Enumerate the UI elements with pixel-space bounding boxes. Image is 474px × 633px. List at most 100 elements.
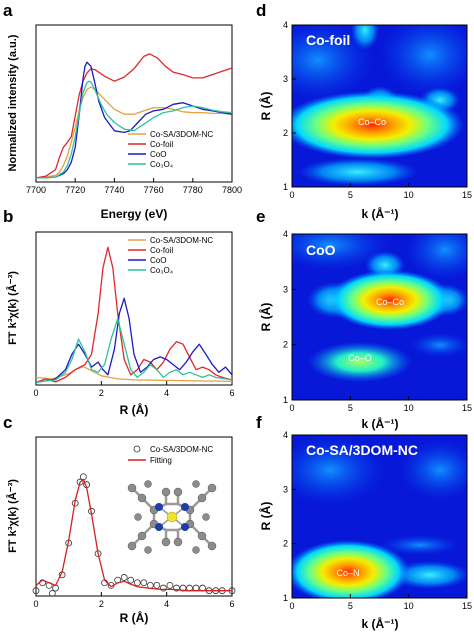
series-line-a-1 — [35, 53, 233, 179]
heatmap-f — [292, 435, 467, 598]
data-point — [76, 478, 84, 486]
peak-label-d-co-co: Co–Co — [358, 117, 386, 127]
x-tick-label-d: 5 — [348, 190, 353, 200]
y-tick-label-f: 3 — [283, 484, 288, 494]
heatmap-d — [292, 25, 467, 187]
x-tick-label-a: 7800 — [222, 185, 242, 195]
data-point — [173, 584, 180, 592]
data-point — [120, 574, 128, 581]
heatmap-e — [292, 234, 467, 400]
x-tick-label-f: 10 — [404, 601, 414, 611]
y-tick-label-e: 2 — [283, 340, 288, 350]
data-point — [153, 582, 161, 589]
x-tick-label-d: 0 — [289, 190, 294, 200]
y-tick-label-d: 3 — [283, 74, 288, 84]
x-tick-label-c: 0 — [33, 599, 38, 609]
x-tick-label-e: 10 — [404, 403, 414, 413]
legend-label-a-0: Co-SA/3DOM-NC — [150, 130, 213, 139]
legend-label-b-2: CoO — [150, 256, 166, 265]
panel-letter-e: e — [256, 207, 265, 226]
xlabel-d: k (Å⁻¹) — [362, 206, 399, 221]
ylabel-a: Normalized intensity (a.u.) — [7, 34, 19, 171]
series-line-b-3 — [35, 318, 233, 384]
x-tick-label-f: 5 — [348, 601, 353, 611]
data-point — [127, 576, 135, 584]
x-tick-label-d: 15 — [462, 190, 472, 200]
x-tick-label-c: 6 — [229, 599, 234, 609]
peak-label-e-co-o: Co–O — [348, 353, 372, 363]
legend-label-b-1: Co-foil — [150, 246, 173, 255]
heatmap-frame-d — [291, 24, 468, 188]
series-line-a-2 — [36, 61, 233, 179]
data-point — [166, 582, 174, 589]
x-tick-label-c: 4 — [164, 599, 169, 609]
panel-letter-a: a — [3, 1, 13, 20]
data-point — [48, 589, 56, 597]
map-title-d: Co-foil — [306, 32, 350, 48]
ylabel-f: R (Å) — [258, 502, 273, 531]
panel-letter-f: f — [256, 413, 262, 432]
series-line-b-1 — [35, 246, 233, 384]
y-tick-label-d: 2 — [283, 128, 288, 138]
plot-area-c — [35, 436, 233, 597]
y-tick-label-e: 1 — [283, 395, 288, 405]
x-tick-label-b: 2 — [99, 388, 104, 398]
x-tick-label-a: 7700 — [26, 185, 46, 195]
x-tick-label-d: 10 — [404, 190, 414, 200]
legend-label-c-0: Co-SA/3DOM-NC — [150, 445, 213, 454]
x-tick-label-f: 0 — [289, 601, 294, 611]
data-point — [159, 584, 167, 592]
series-line-a-3 — [36, 80, 233, 179]
legend-label-c-1: Fitting — [150, 456, 172, 465]
map-title-f: Co-SA/3DOM-NC — [306, 442, 418, 458]
data-point — [140, 579, 148, 587]
xlabel-a: Energy (eV) — [101, 207, 168, 221]
xlabel-c: R (Å) — [120, 610, 149, 625]
x-tick-label-e: 0 — [289, 403, 294, 413]
panel-letter-b: b — [3, 207, 13, 226]
xlabel-f: k (Å⁻¹) — [362, 616, 399, 631]
panel-letter-c: c — [3, 413, 12, 432]
series-line-b-0 — [35, 365, 233, 383]
x-tick-label-e: 5 — [348, 403, 353, 413]
y-tick-label-f: 2 — [283, 539, 288, 549]
legend-label-b-0: Co-SA/3DOM-NC — [150, 236, 213, 245]
ylabel-c: FT k³χ(k) (Å⁻³) — [6, 479, 19, 553]
x-tick-label-a: 7760 — [144, 185, 164, 195]
x-tick-label-a: 7740 — [104, 185, 124, 195]
legend-marker-c-0 — [133, 445, 141, 453]
peak-label-f-co-n: Co–N — [336, 568, 359, 578]
x-tick-label-f: 15 — [462, 601, 472, 611]
panel-letter-d: d — [256, 1, 266, 20]
y-tick-label-f: 4 — [283, 430, 288, 440]
x-tick-label-e: 15 — [462, 403, 472, 413]
x-tick-label-b: 4 — [164, 388, 169, 398]
x-tick-label-b: 0 — [33, 388, 38, 398]
xlabel-b: R (Å) — [120, 402, 149, 417]
y-tick-label-d: 1 — [283, 182, 288, 192]
plot-area-a — [35, 24, 233, 183]
y-tick-label-e: 4 — [283, 229, 288, 239]
ylabel-d: R (Å) — [258, 92, 273, 121]
y-tick-label-d: 4 — [283, 20, 288, 30]
x-tick-label-c: 2 — [99, 599, 104, 609]
ylabel-e: R (Å) — [258, 303, 273, 332]
data-point — [32, 587, 40, 595]
heatmap-frame-f — [291, 434, 468, 599]
heatmap-frame-e — [291, 233, 468, 401]
legend-label-a-1: Co-foil — [150, 140, 173, 149]
structure-inset — [127, 480, 217, 554]
peak-label-e-co-co: Co–Co — [376, 297, 404, 307]
legend-label-a-2: CoO — [150, 150, 166, 159]
series-line-a-0 — [35, 86, 233, 179]
ylabel-b: FT k³χ(k) (Å⁻³) — [6, 271, 19, 345]
data-point — [133, 579, 141, 587]
data-point — [179, 584, 187, 592]
x-tick-label-b: 6 — [229, 388, 234, 398]
y-tick-label-f: 1 — [283, 593, 288, 603]
x-tick-label-a: 7720 — [65, 185, 85, 195]
y-tick-label-e: 3 — [283, 284, 288, 294]
legend-label-a-3: Co₃O₄ — [150, 160, 173, 169]
legend-label-b-3: Co₃O₄ — [150, 266, 173, 275]
